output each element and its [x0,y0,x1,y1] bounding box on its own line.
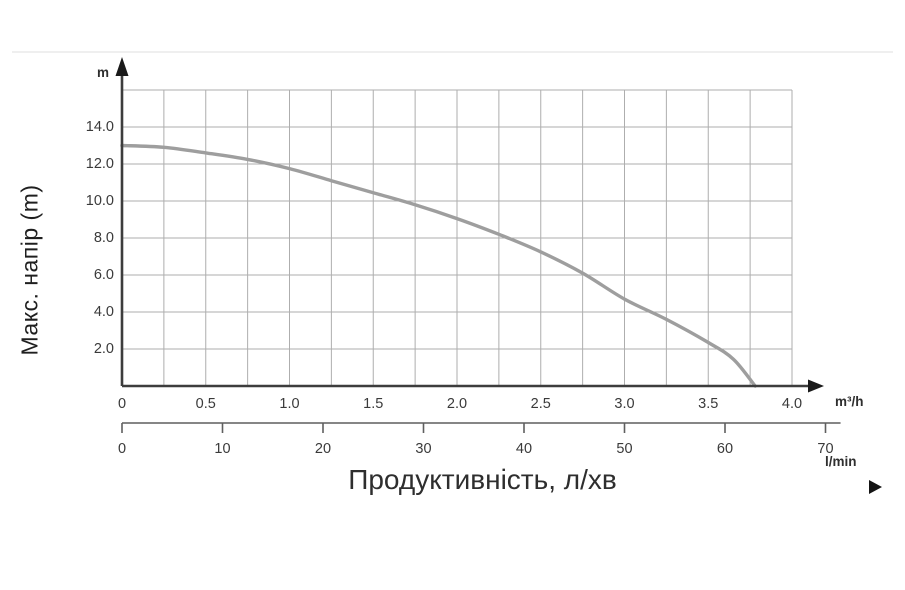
y-axis-tick-label: 2.0 [93,341,114,357]
x-axis-tick-label: 0.5 [195,396,216,412]
lmin-axis-tick-label: 40 [515,441,533,457]
x-axis-title: Продуктивність, л/хв [348,464,617,495]
x-axis-tick-label: 2.0 [446,396,468,412]
x-axis-tick-label: 1.0 [279,396,300,412]
x2-axis-unit-label: l/min [825,454,857,469]
pump-head-curve [120,143,757,388]
y-axis-tick-label: 4.0 [93,304,114,320]
y-axis-tick-label: 6.0 [93,267,114,283]
lmin-axis-tick-label: 70 [817,441,834,457]
y-axis-tick-label: 10.0 [85,193,114,209]
y-axis-tick-label: 8.0 [93,230,114,246]
separator-line [12,51,893,53]
x-axis-tick-label: 0 [117,396,127,412]
x-axis-tick-label: 2.5 [530,396,551,412]
x-axis-tick-label: 3.5 [698,396,719,412]
pump-performance-chart [115,57,841,433]
lmin-axis-tick-label: 50 [616,441,633,457]
x-axis-unit-label: m³/h [835,394,864,409]
lmin-axis-tick-label: 10 [214,441,231,457]
x-axis-tick-label: 3.0 [614,396,635,412]
lmin-axis-tick-label: 60 [716,441,734,457]
x-axis-tick-label: 4.0 [781,396,803,412]
y-axis-tick-label: 14.0 [85,119,114,135]
x-axis-arrow-icon [808,379,824,393]
y-axis-unit-label: m [97,65,110,80]
small-right-arrow-icon [869,480,882,494]
y-axis-tick-label: 12.0 [85,156,114,172]
lmin-axis-tick-label: 0 [117,441,127,457]
y-axis-arrow-icon [115,57,129,76]
lmin-axis-tick-label: 30 [415,441,432,457]
x-axis-tick-label: 1.5 [363,396,384,412]
lmin-axis-tick-label: 20 [314,441,332,457]
